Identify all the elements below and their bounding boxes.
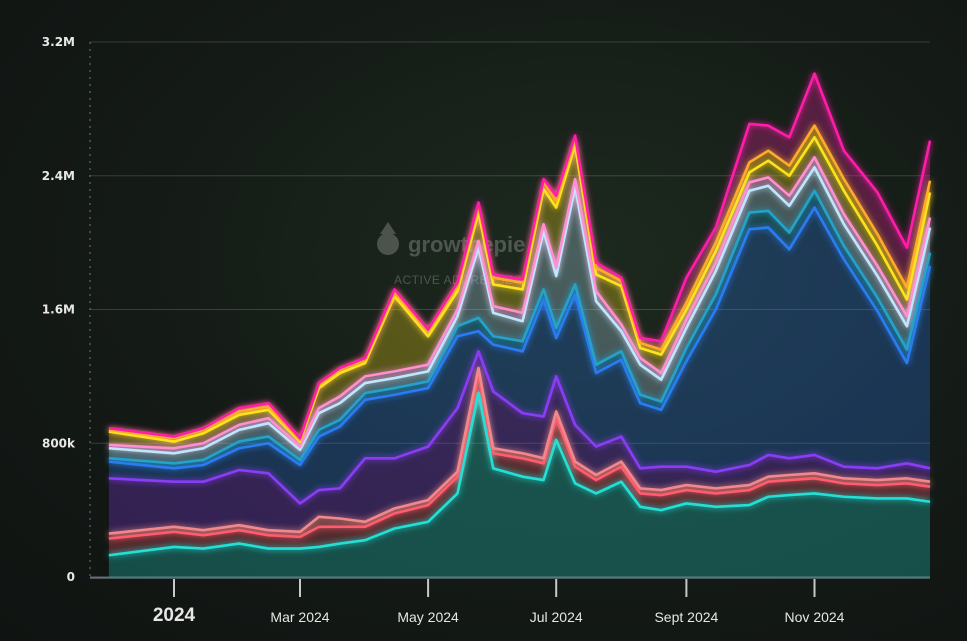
series-line xyxy=(108,72,932,440)
series-area xyxy=(108,351,930,534)
x-tick-label: 2024 xyxy=(153,605,196,626)
pie-logo-icon xyxy=(377,222,399,255)
y-tick-label: 1.6M xyxy=(42,303,75,317)
y-tick-label: 800k xyxy=(42,436,76,450)
series-line xyxy=(108,166,932,455)
series-line xyxy=(108,349,931,505)
series-area xyxy=(108,393,930,577)
series-area xyxy=(108,125,930,442)
series-line xyxy=(108,366,931,535)
y-tick-label: 0 xyxy=(67,570,75,584)
x-tick-label: Mar 2024 xyxy=(270,609,329,625)
x-tick-label: May 2024 xyxy=(397,609,459,625)
x-axis: 2024 Mar 2024 May 2024 Jul 2024 Sept 2024 Nov… xyxy=(90,577,930,626)
series-lines xyxy=(108,72,932,557)
series-line xyxy=(108,156,932,450)
y-tick-label: 3.2M xyxy=(42,35,75,49)
series-area xyxy=(108,137,930,449)
x-tick-label: Nov 2024 xyxy=(785,609,845,625)
series-area xyxy=(108,374,930,556)
x-tick-label: Jul 2024 xyxy=(530,609,583,625)
series-line xyxy=(108,391,931,557)
series-line xyxy=(108,189,932,465)
series-area xyxy=(108,207,930,504)
series-line xyxy=(108,206,932,470)
y-axis: 0 800k 1.6M 2.4M 3.2M xyxy=(42,35,91,584)
x-tick-label: Sept 2024 xyxy=(654,609,718,625)
series-line xyxy=(108,373,931,540)
y-tick-label: 2.4M xyxy=(42,169,75,183)
